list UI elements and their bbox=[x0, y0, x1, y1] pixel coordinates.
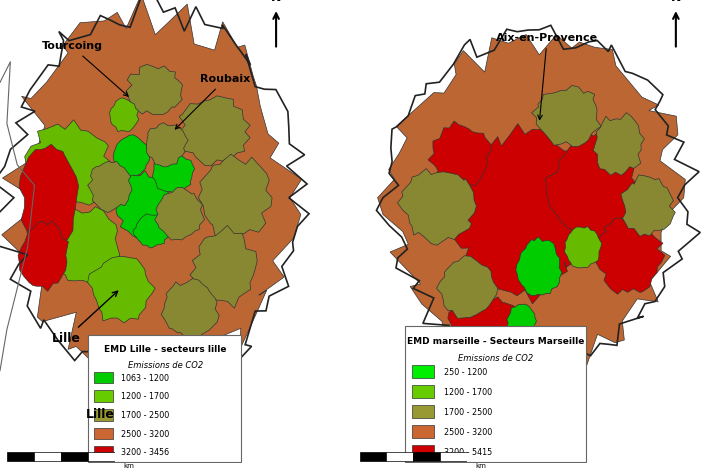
Text: km: km bbox=[475, 463, 486, 468]
Bar bbox=[412, 445, 434, 458]
Text: 2500 - 3200: 2500 - 3200 bbox=[121, 430, 170, 439]
Text: km: km bbox=[123, 463, 134, 468]
Polygon shape bbox=[24, 120, 114, 210]
Bar bbox=[94, 390, 113, 402]
Bar bbox=[412, 425, 434, 438]
Text: EMD marseille - Secteurs Marseille: EMD marseille - Secteurs Marseille bbox=[408, 337, 585, 346]
Polygon shape bbox=[593, 113, 644, 176]
Bar bbox=[7, 452, 35, 461]
Polygon shape bbox=[127, 65, 183, 115]
Polygon shape bbox=[190, 226, 257, 308]
Bar bbox=[412, 405, 434, 417]
Bar bbox=[412, 385, 434, 398]
Polygon shape bbox=[18, 221, 68, 291]
Polygon shape bbox=[161, 278, 219, 338]
Polygon shape bbox=[377, 35, 685, 375]
Polygon shape bbox=[50, 207, 120, 285]
Polygon shape bbox=[564, 227, 602, 268]
Polygon shape bbox=[516, 237, 562, 296]
Text: EMD Lille - secteurs lille: EMD Lille - secteurs lille bbox=[104, 345, 226, 354]
Bar bbox=[94, 409, 113, 421]
Text: 2500 - 3200: 2500 - 3200 bbox=[444, 428, 492, 437]
Polygon shape bbox=[152, 154, 195, 194]
Polygon shape bbox=[179, 96, 250, 166]
Polygon shape bbox=[1, 0, 302, 400]
Text: N: N bbox=[271, 0, 281, 4]
Text: Emissions de CO2: Emissions de CO2 bbox=[459, 354, 533, 363]
Polygon shape bbox=[620, 175, 675, 236]
Polygon shape bbox=[594, 218, 665, 294]
Polygon shape bbox=[507, 304, 536, 338]
Polygon shape bbox=[436, 256, 498, 318]
Polygon shape bbox=[88, 161, 132, 212]
Polygon shape bbox=[133, 214, 170, 248]
Polygon shape bbox=[155, 187, 204, 240]
Polygon shape bbox=[113, 135, 150, 177]
Polygon shape bbox=[88, 256, 155, 323]
Bar bbox=[94, 446, 113, 458]
Polygon shape bbox=[109, 98, 139, 132]
FancyBboxPatch shape bbox=[405, 326, 586, 462]
Bar bbox=[61, 452, 88, 461]
Polygon shape bbox=[446, 296, 524, 363]
FancyBboxPatch shape bbox=[88, 335, 242, 462]
Text: 3200 - 3456: 3200 - 3456 bbox=[121, 448, 169, 457]
Polygon shape bbox=[428, 121, 492, 193]
Text: Roubaix: Roubaix bbox=[175, 74, 250, 129]
Bar bbox=[88, 452, 115, 461]
Text: 250 - 1200: 250 - 1200 bbox=[444, 367, 487, 377]
Text: Emissions de CO2: Emissions de CO2 bbox=[128, 361, 203, 370]
Bar bbox=[413, 452, 440, 461]
Bar bbox=[94, 372, 113, 383]
Polygon shape bbox=[546, 130, 638, 241]
Polygon shape bbox=[147, 123, 188, 167]
Text: 1200 - 1700: 1200 - 1700 bbox=[121, 392, 169, 402]
Text: 1063 - 1200: 1063 - 1200 bbox=[121, 373, 169, 383]
Text: Marseille: Marseille bbox=[449, 373, 513, 385]
Bar bbox=[440, 452, 467, 461]
Bar bbox=[412, 365, 434, 378]
Polygon shape bbox=[116, 171, 173, 240]
Text: N: N bbox=[671, 0, 681, 4]
Polygon shape bbox=[198, 154, 272, 237]
Polygon shape bbox=[19, 144, 78, 256]
Polygon shape bbox=[452, 124, 594, 304]
Polygon shape bbox=[398, 168, 477, 245]
Polygon shape bbox=[531, 86, 601, 146]
Text: 1700 - 2500: 1700 - 2500 bbox=[444, 408, 492, 417]
Text: 1200 - 1700: 1200 - 1700 bbox=[444, 388, 492, 396]
Bar bbox=[387, 452, 413, 461]
Bar bbox=[360, 452, 387, 461]
Text: Aix-en-Provence: Aix-en-Provence bbox=[496, 33, 598, 119]
Text: Tourcoing: Tourcoing bbox=[42, 42, 128, 96]
Text: Lille: Lille bbox=[52, 291, 118, 345]
Text: 1700 - 2500: 1700 - 2500 bbox=[121, 411, 170, 420]
Bar bbox=[94, 428, 113, 439]
Text: Lille: Lille bbox=[86, 408, 115, 421]
Bar bbox=[35, 452, 61, 461]
Text: 3200 - 5415: 3200 - 5415 bbox=[444, 447, 492, 457]
